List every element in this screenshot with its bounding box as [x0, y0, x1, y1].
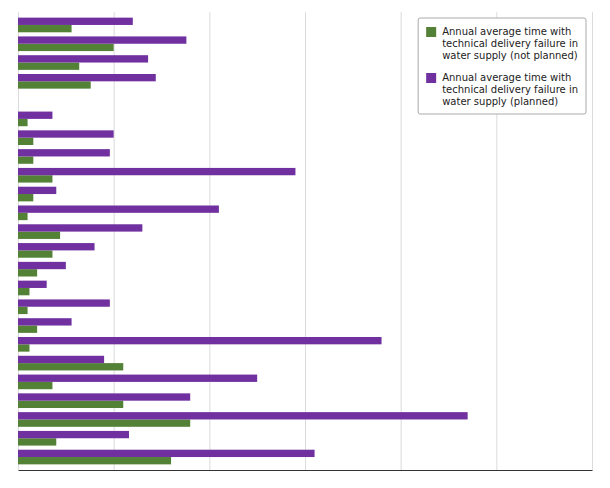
bar: [18, 81, 91, 88]
bar: [18, 412, 468, 419]
bar: [18, 187, 56, 194]
bar: [18, 393, 190, 400]
bar: [18, 55, 148, 62]
legend-label-line: water supply (planned): [442, 96, 558, 107]
bar: [18, 168, 295, 175]
legend-label-line: water supply (not planned): [442, 50, 578, 61]
bar: [18, 175, 52, 182]
legend-label-line: technical delivery failure in: [442, 38, 578, 49]
bar: [18, 205, 219, 212]
bar: [18, 149, 110, 156]
bar: [18, 224, 142, 231]
bar: [18, 36, 186, 43]
bar: [18, 438, 56, 445]
bar: [18, 194, 33, 201]
bar: [18, 375, 257, 382]
bar: [18, 112, 52, 119]
bar: [18, 269, 37, 276]
bar: [18, 250, 52, 257]
bar: [18, 431, 129, 438]
legend-label: Annual average time withtechnical delive…: [442, 72, 578, 107]
bar: [18, 44, 114, 51]
bar: [18, 243, 95, 250]
legend-frame: [418, 18, 586, 114]
bar: [18, 262, 66, 269]
grid-line: [209, 12, 210, 470]
bar: [18, 299, 110, 306]
bar: [18, 119, 28, 126]
legend-swatch: [426, 27, 436, 37]
chart-svg: Annual average time withtechnical delive…: [0, 0, 610, 488]
legend-swatch: [426, 73, 436, 83]
chart-container: Annual average time withtechnical delive…: [0, 0, 610, 488]
bar: [18, 63, 79, 70]
bar: [18, 356, 104, 363]
bar: [18, 344, 29, 351]
bar: [18, 138, 33, 145]
grid-line: [401, 12, 402, 470]
bar: [18, 100, 19, 107]
legend-label: Annual average time withtechnical delive…: [442, 26, 578, 61]
grid-line: [592, 12, 593, 470]
grid-line: [305, 12, 306, 470]
bar: [18, 288, 29, 295]
bar: [18, 318, 72, 325]
x-tick: [305, 12, 306, 470]
bar: [18, 363, 123, 370]
bar: [18, 156, 33, 163]
bar: [18, 401, 123, 408]
bar: [18, 450, 315, 457]
bar: [18, 457, 171, 464]
x-tick: [209, 12, 210, 470]
bar: [18, 419, 190, 426]
legend: Annual average time withtechnical delive…: [418, 18, 586, 114]
bar: [18, 74, 156, 81]
bar: [18, 18, 133, 25]
legend-label-line: technical delivery failure in: [442, 84, 578, 95]
bar: [18, 281, 47, 288]
x-axis-line: [19, 470, 593, 471]
bars: [18, 18, 468, 465]
bar: [18, 25, 72, 32]
x-tick: [592, 12, 593, 470]
plot: [18, 12, 593, 471]
bar: [18, 307, 28, 314]
bar: [18, 337, 382, 344]
legend-label-line: Annual average time with: [442, 26, 571, 37]
bar: [18, 382, 52, 389]
bar: [18, 232, 60, 239]
legend-label-line: Annual average time with: [442, 72, 571, 83]
bar: [18, 130, 114, 137]
bar: [18, 326, 37, 333]
x-tick: [401, 12, 402, 470]
x-axis: [19, 12, 593, 471]
bar: [18, 93, 19, 100]
bar: [18, 213, 28, 220]
